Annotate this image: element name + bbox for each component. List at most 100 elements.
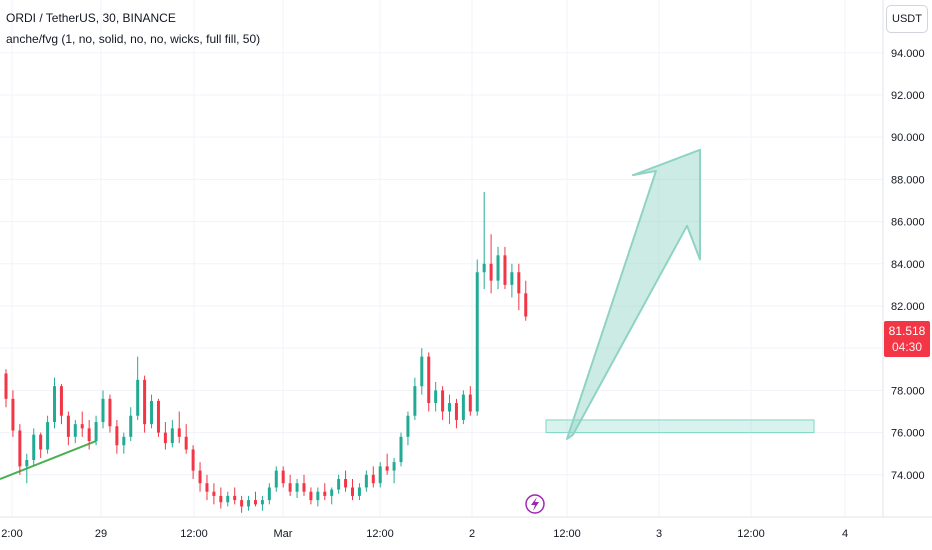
candle [441,386,445,420]
candle-body [461,394,465,420]
candle [39,432,43,458]
candle-body [503,255,507,285]
candle [87,419,91,450]
candle-body [53,386,57,423]
time-tick-label: 12:00 [553,528,581,540]
price-tick-label: 78.000 [891,385,925,397]
candle-body [191,449,195,471]
candle [496,246,500,290]
candle-body [351,487,354,496]
zone-rect[interactable] [545,419,815,434]
candle-body [143,379,147,425]
arrow-shape[interactable] [566,148,701,440]
candle [468,386,472,416]
candle [427,352,431,412]
candle [156,398,160,437]
candle-body [80,424,84,429]
candle [330,487,334,505]
candle [191,445,195,480]
candle [108,394,112,433]
candle-body [427,356,431,404]
candle-body [489,263,493,281]
candle [66,411,70,446]
candle-body [163,432,167,444]
candle-body [73,424,77,437]
candle [219,487,223,509]
indicator-label: anche/fvg (1, no, solid, no, no, wicks, … [6,32,261,46]
candle-body [212,491,216,496]
candle [510,263,514,298]
last-price-value: 81.518 [888,324,926,338]
price-tick-label: 82.000 [891,301,925,313]
candle [420,348,424,395]
candle-body [468,394,472,412]
candle-body [434,390,438,404]
price-axis[interactable]: 74.00076.00078.00080.00082.00084.00086.0… [891,48,925,482]
candle [80,411,84,437]
candle [385,453,389,475]
candle-body [46,422,50,450]
candle-body [25,460,29,467]
candle-body [129,415,133,437]
candle [11,390,15,437]
candle-body [267,487,271,501]
candle-body [323,491,327,496]
price-tick-label: 90.000 [891,132,925,144]
price-tick-label: 84.000 [891,259,925,271]
candle-body [344,479,348,488]
candle-body [156,400,160,433]
candle [101,390,105,429]
candle-body [136,379,140,416]
candle-body [11,398,15,431]
candle [136,356,140,420]
candle-body [32,434,36,461]
candle-body [150,400,154,425]
candle-body [184,436,188,450]
price-tick-label: 74.000 [891,470,925,482]
candle [226,491,230,507]
candle [94,415,98,446]
candle-body [420,356,424,387]
trend-line[interactable] [0,440,97,480]
candle [129,407,133,442]
candle-body [364,474,368,488]
candle [351,479,354,501]
candle-body [59,386,63,416]
candle [302,474,306,496]
candle-body [399,436,403,463]
projection-arrow[interactable] [566,148,701,440]
time-axis[interactable]: 2:00 29 12:00 Mar 12:00 2 12:00 3 12:00 4 [1,528,848,540]
candle [378,462,382,488]
candle [344,470,348,492]
candle-body [371,474,375,484]
candle [247,495,251,511]
candles [4,192,528,513]
candle [337,474,341,494]
currency-button[interactable]: USDT [886,5,928,33]
candle [73,419,77,444]
candle-body [337,479,341,490]
candle [274,466,278,492]
candle-body [274,470,278,488]
candle [295,479,299,499]
candle [316,487,320,507]
candle-body [18,430,22,467]
candle [371,466,375,488]
candle [240,495,244,513]
trend-line-segment[interactable] [0,440,97,480]
price-tick-label: 92.000 [891,90,925,102]
candle-body [101,398,105,423]
candle [205,474,209,501]
highlight-zone[interactable] [545,419,815,434]
candle [212,483,216,505]
candle-body [295,483,299,492]
candle-body [94,422,98,442]
chart-title: ORDI / TetherUS, 30, BINANCE [6,11,176,25]
last-price-tag: 81.518 04:30 [884,321,930,357]
candle [184,424,188,454]
candle [517,263,521,311]
candle [143,375,147,433]
lightning-icon[interactable] [525,494,545,514]
chart-grid [0,0,883,517]
